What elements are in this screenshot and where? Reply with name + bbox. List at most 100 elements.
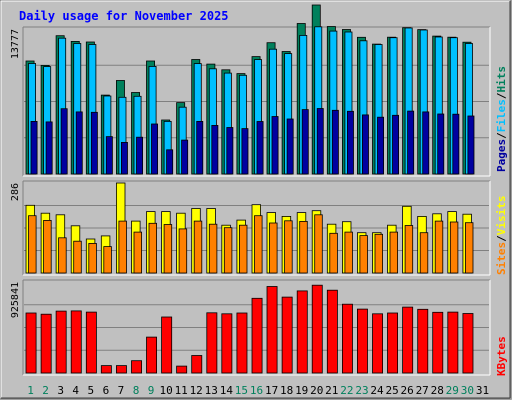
- bar-pages-day-9: [151, 123, 158, 175]
- legend-item-files: Files: [495, 99, 508, 132]
- bar-pages-day-17: [271, 116, 279, 175]
- bar-sites-day-11: [178, 228, 188, 274]
- bar-pages-day-2: [45, 121, 53, 175]
- x-tick-label: 2: [42, 384, 49, 397]
- bar-sites-day-2: [43, 219, 52, 274]
- x-tick-label: 22: [340, 384, 353, 397]
- x-tick-label: 26: [400, 384, 413, 397]
- bar-pages-day-27: [422, 111, 430, 175]
- bar-pages-day-19: [301, 109, 309, 175]
- bar-sites-day-29: [449, 221, 459, 274]
- legend: KBytes: [495, 336, 508, 376]
- bar-sites-day-27: [419, 232, 429, 274]
- x-tick-label: 20: [310, 384, 323, 397]
- bar-kbytes-day-6: [100, 365, 112, 374]
- x-tick-label: 23: [355, 384, 368, 397]
- bar-kbytes-day-20: [311, 284, 323, 374]
- legend-separator: /: [495, 235, 508, 242]
- bar-kbytes-day-16: [251, 297, 263, 374]
- bar-sites-day-8: [133, 231, 142, 274]
- bar-sites-day-25: [389, 231, 398, 274]
- bar-sites-day-22: [344, 231, 353, 274]
- bar-kbytes-day-5: [85, 311, 97, 374]
- bar-pages-day-20: [316, 108, 324, 175]
- panel-bottom: 925841: [10, 279, 491, 376]
- y-max-label: 13777: [10, 29, 21, 59]
- bar-pages-day-30: [467, 115, 475, 175]
- x-tick-label: 17: [265, 384, 278, 397]
- bar-sites-day-23: [359, 235, 368, 274]
- bar-kbytes-day-18: [281, 296, 293, 374]
- bar-sites-day-17: [269, 222, 278, 274]
- bar-pages-day-15: [241, 128, 249, 175]
- x-tick-label: 7: [118, 384, 125, 397]
- bar-kbytes-day-15: [236, 312, 248, 374]
- bar-sites-day-18: [284, 220, 293, 274]
- bar-pages-day-5: [90, 111, 98, 175]
- bar-kbytes-day-2: [40, 313, 52, 374]
- bar-sites-day-16: [254, 215, 263, 274]
- bar-kbytes-day-9: [146, 336, 158, 374]
- x-tick-label: 13: [205, 384, 218, 397]
- x-tick-label: 8: [133, 384, 140, 397]
- bar-pages-day-21: [331, 109, 339, 175]
- bar-pages-day-22: [346, 110, 354, 175]
- x-tick-label: 24: [370, 384, 384, 397]
- legend-item-sites: Sites: [495, 242, 508, 275]
- legend-separator: /: [495, 132, 508, 139]
- bar-pages-day-26: [407, 110, 415, 175]
- bar-kbytes-day-8: [131, 360, 143, 374]
- x-tick-label: 12: [190, 384, 203, 397]
- x-tick-label: 1: [27, 384, 34, 397]
- x-tick-label: 29: [446, 384, 459, 397]
- bar-kbytes-day-1: [25, 312, 37, 374]
- bar-sites-day-26: [404, 225, 414, 274]
- x-tick-label: 5: [87, 384, 94, 397]
- bar-sites-day-14: [223, 227, 233, 274]
- chart-title: Daily usage for November 2025: [19, 9, 229, 23]
- y-max-label: 925841: [10, 282, 21, 318]
- legend: Sites/Visits: [495, 196, 508, 276]
- bar-sites-day-6: [103, 246, 112, 274]
- x-tick-label: 19: [295, 384, 308, 397]
- bar-kbytes-day-11: [176, 365, 188, 374]
- bar-pages-day-11: [181, 139, 189, 175]
- bar-pages-day-18: [286, 118, 294, 175]
- bar-kbytes-day-3: [55, 310, 67, 374]
- bar-kbytes-day-23: [356, 308, 368, 374]
- bar-pages-day-7: [121, 141, 128, 175]
- bar-sites-day-24: [374, 233, 383, 274]
- bar-kbytes-day-13: [206, 312, 218, 374]
- legend: Pages/Files/Hits: [495, 66, 508, 172]
- x-tick-label: 4: [72, 384, 79, 397]
- bar-sites-day-7: [118, 220, 127, 274]
- bar-pages-day-13: [211, 125, 219, 175]
- bar-pages-day-8: [136, 136, 143, 175]
- bar-sites-day-1: [28, 215, 37, 274]
- bar-pages-day-12: [196, 121, 204, 175]
- panel-middle: 286: [10, 180, 491, 276]
- y-max-label: 286: [10, 183, 21, 201]
- bar-pages-day-24: [377, 116, 384, 175]
- x-tick-label: 11: [175, 384, 188, 397]
- bar-kbytes-day-24: [372, 313, 384, 374]
- legend-item-pages: Pages: [495, 139, 508, 172]
- bar-sites-day-19: [299, 220, 308, 274]
- legend-item-hits: Hits: [495, 66, 508, 93]
- x-tick-label: 3: [57, 384, 64, 397]
- bar-kbytes-day-7: [116, 365, 127, 374]
- x-tick-label: 16: [250, 384, 263, 397]
- bar-sites-day-15: [238, 224, 248, 274]
- x-tick-label: 18: [280, 384, 293, 397]
- bar-kbytes-day-17: [266, 286, 278, 374]
- bar-pages-day-1: [30, 121, 38, 175]
- x-tick-label: 28: [431, 384, 444, 397]
- bar-pages-day-25: [392, 114, 399, 175]
- bar-sites-day-12: [193, 220, 203, 274]
- bar-sites-day-5: [88, 242, 97, 274]
- bar-kbytes-day-4: [70, 310, 82, 374]
- bar-pages-day-23: [361, 114, 369, 175]
